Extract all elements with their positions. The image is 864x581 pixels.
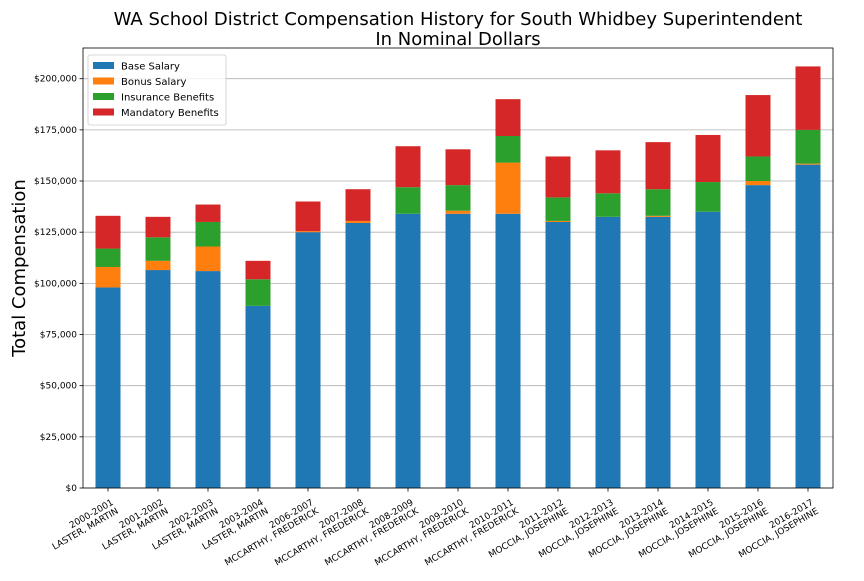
- bar-insurance-benefits: [545, 197, 571, 221]
- bar-base-salary: [595, 216, 621, 488]
- bar-insurance-benefits: [795, 129, 821, 164]
- y-tick-label: $100,000: [34, 279, 77, 289]
- bar-insurance-benefits: [395, 187, 421, 214]
- y-tick-label: $125,000: [34, 228, 77, 238]
- bar-base-salary: [445, 213, 471, 488]
- bar-mandatory-benefits: [345, 189, 371, 221]
- y-tick-label: $75,000: [40, 331, 77, 341]
- bar-insurance-benefits: [245, 279, 271, 306]
- bar-base-salary: [395, 213, 421, 488]
- chart-title: WA School District Compensation History …: [114, 9, 803, 50]
- bar-base-salary: [245, 305, 271, 488]
- bar-mandatory-benefits: [245, 260, 271, 280]
- bar-bonus-salary: [195, 246, 221, 272]
- y-axis-label: Total Compensation: [9, 179, 30, 358]
- y-tick-label: $175,000: [34, 126, 77, 136]
- bar-insurance-benefits: [745, 156, 771, 182]
- legend-entry: Bonus Salary: [121, 77, 187, 88]
- legend-swatch: [93, 93, 114, 100]
- bar-base-salary: [795, 164, 821, 488]
- bar-base-salary: [195, 271, 221, 488]
- bar-base-salary: [695, 211, 721, 488]
- bar-base-salary: [745, 185, 771, 488]
- bar-mandatory-benefits: [695, 134, 721, 183]
- bar-base-salary: [95, 287, 121, 488]
- bar-base-salary: [495, 213, 521, 488]
- bar-bonus-salary: [795, 163, 821, 165]
- bar-insurance-benefits: [145, 237, 171, 261]
- bar-bonus-salary: [645, 215, 671, 217]
- bar-mandatory-benefits: [745, 95, 771, 157]
- bar-base-salary: [145, 270, 171, 488]
- y-tick-label: $150,000: [34, 177, 77, 187]
- bar-bonus-salary: [95, 266, 121, 288]
- bar-insurance-benefits: [445, 185, 471, 211]
- bar-bonus-salary: [745, 181, 771, 186]
- bar-mandatory-benefits: [145, 216, 171, 238]
- y-tick-label: $0: [66, 484, 78, 494]
- chart-title-line: In Nominal Dollars: [375, 29, 540, 50]
- bar-insurance-benefits: [195, 221, 221, 247]
- bar-mandatory-benefits: [495, 99, 521, 136]
- y-tick-label: $200,000: [34, 75, 77, 85]
- bar-insurance-benefits: [695, 182, 721, 212]
- bar-bonus-salary: [145, 260, 171, 271]
- legend: Base Salary Bonus Salary Insurance Benefit…: [87, 54, 227, 126]
- bar-bonus-salary: [445, 210, 471, 214]
- y-tick-label: $50,000: [40, 382, 77, 392]
- bar-bonus-salary: [495, 162, 521, 214]
- y-tick-label: $25,000: [40, 433, 77, 443]
- bar-mandatory-benefits: [195, 204, 221, 222]
- x-axis-ticks: 2000-2001LASTER, MARTIN2001-2002LASTER, …: [51, 488, 821, 568]
- bar-mandatory-benefits: [395, 146, 421, 188]
- legend-swatch: [93, 108, 114, 116]
- legend-entry: Insurance Benefits: [121, 93, 214, 104]
- legend-box: [87, 54, 227, 126]
- bar-base-salary: [545, 221, 571, 488]
- bar-bonus-salary: [345, 220, 371, 223]
- bar-mandatory-benefits: [445, 149, 471, 186]
- bar-insurance-benefits: [495, 136, 521, 163]
- bar-base-salary: [295, 232, 321, 488]
- bars: [95, 66, 821, 488]
- legend-entry: Mandatory Benefits: [121, 108, 219, 119]
- bar-insurance-benefits: [95, 248, 121, 267]
- legend-swatch: [93, 77, 114, 85]
- bar-mandatory-benefits: [645, 142, 671, 190]
- bar-mandatory-benefits: [545, 156, 571, 198]
- bar-mandatory-benefits: [95, 215, 121, 249]
- bar-insurance-benefits: [595, 193, 621, 217]
- bar-insurance-benefits: [645, 189, 671, 216]
- bar-mandatory-benefits: [795, 66, 821, 130]
- bar-base-salary: [345, 222, 371, 488]
- bar-mandatory-benefits: [295, 201, 321, 232]
- bar-bonus-salary: [295, 231, 321, 233]
- chart-title-line: WA School District Compensation History …: [114, 9, 803, 30]
- bar-base-salary: [645, 216, 671, 488]
- bar-mandatory-benefits: [595, 150, 621, 194]
- bar-bonus-salary: [545, 220, 571, 222]
- legend-entry: Base Salary: [121, 62, 180, 73]
- y-axis-ticks: $0 $25,000 $50,000 $75,000 $100,000 $125,000 $…: [34, 75, 83, 494]
- legend-swatch: [93, 62, 114, 69]
